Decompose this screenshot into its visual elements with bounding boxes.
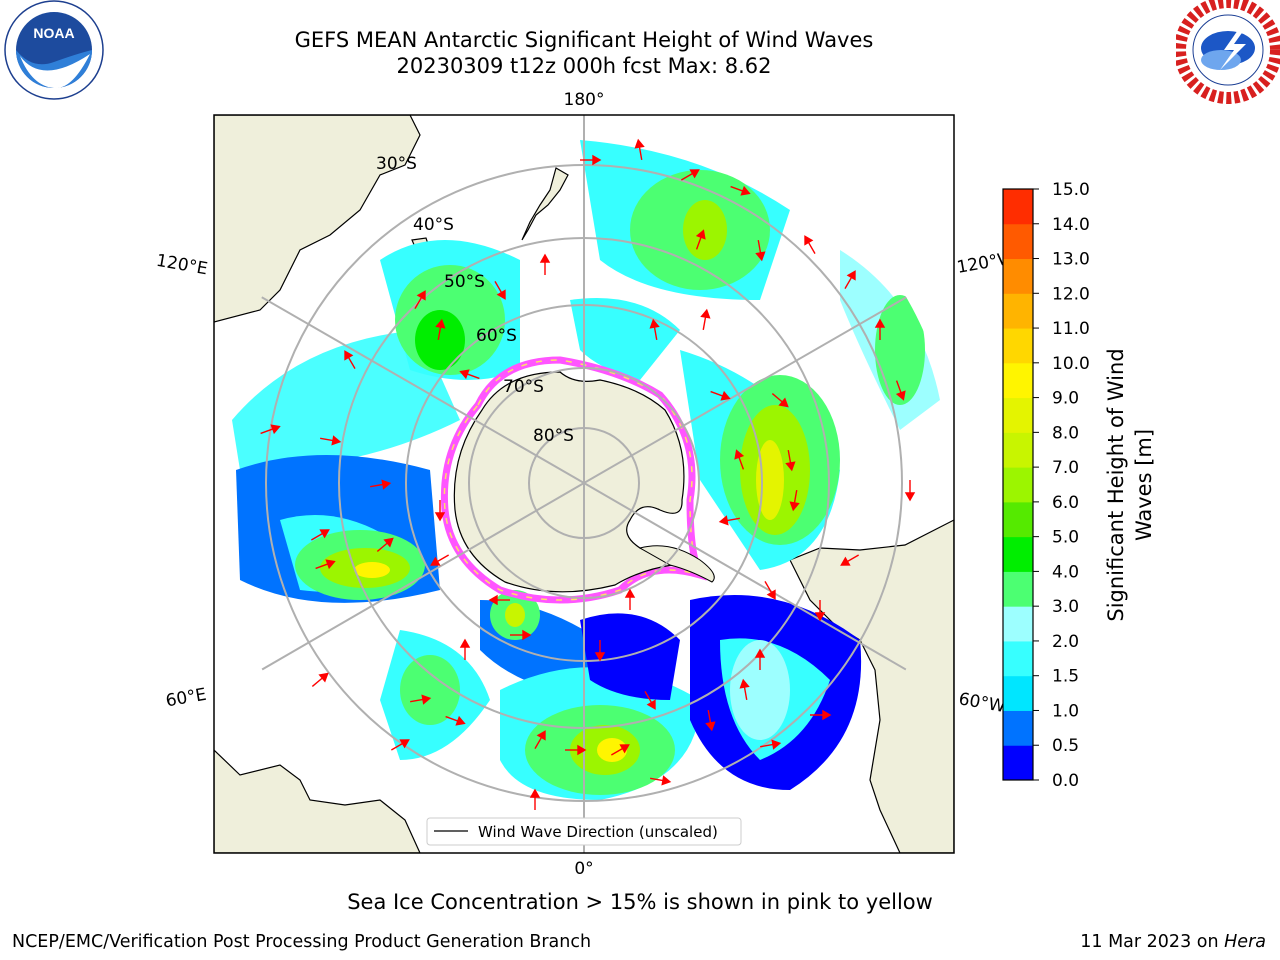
credit-organization: NCEP/EMC/Verification Post Processing Pr… bbox=[12, 932, 592, 952]
colorbar-tick-label: 12.0 bbox=[1052, 284, 1090, 304]
latitude-labels: 30°S 40°S 50°S 60°S 70°S 80°S bbox=[376, 154, 574, 446]
colorbar-segment bbox=[1003, 571, 1033, 607]
latitude-label-30s: 30°S bbox=[376, 154, 417, 174]
colorbar-segment bbox=[1003, 536, 1033, 572]
africa-landmass bbox=[214, 749, 421, 853]
australia-landmass bbox=[214, 115, 421, 323]
credit-date-text: 11 Mar 2023 on bbox=[1080, 932, 1219, 952]
colorbar-tick-label: 1.0 bbox=[1052, 701, 1079, 721]
colorbar-tick-label: 5.0 bbox=[1052, 528, 1079, 548]
colorbar-frame bbox=[1002, 188, 1034, 781]
colorbar-tick-label: 9.0 bbox=[1052, 389, 1079, 409]
colorbar-segment bbox=[1003, 467, 1033, 503]
latitude-label-70s: 70°S bbox=[503, 377, 544, 397]
credit-machine: Hera bbox=[1224, 932, 1266, 952]
colorbar-tick-label: 4.0 bbox=[1052, 562, 1079, 582]
map-title: GEFS MEAN Antarctic Significant Height o… bbox=[294, 28, 874, 52]
colorbar-segment bbox=[1003, 745, 1033, 781]
map-subtitle: 20230309 t12z 000h fcst Max: 8.62 bbox=[396, 54, 772, 78]
land-masses bbox=[214, 115, 954, 853]
antarctic-peninsula-landmass bbox=[638, 545, 715, 583]
antarctica-landmass bbox=[453, 371, 685, 593]
colorbar-segment bbox=[1003, 710, 1033, 746]
longitude-label-180: 180° bbox=[564, 90, 605, 110]
colorbar-segment bbox=[1003, 223, 1033, 260]
colorbar-tick-label: 6.0 bbox=[1052, 493, 1079, 513]
arrow-legend: Wind Wave Direction (unscaled) bbox=[426, 817, 742, 846]
new-zealand-landmass bbox=[521, 167, 569, 241]
colorbar-tick-label: 7.0 bbox=[1052, 458, 1079, 478]
colorbar-segment bbox=[1003, 328, 1033, 364]
latitude-label-80s: 80°S bbox=[533, 426, 574, 446]
colorbar-tick-label: 0.5 bbox=[1052, 736, 1079, 756]
colorbar-tick-label: 2.0 bbox=[1052, 632, 1079, 652]
colorbar-segment bbox=[1003, 432, 1033, 468]
colorbar-segment bbox=[1003, 258, 1033, 294]
colorbar-tick-label: 3.0 bbox=[1052, 597, 1079, 617]
colorbar-segment bbox=[1003, 397, 1033, 433]
longitude-label-60w: 60°W bbox=[957, 689, 1007, 717]
longitude-label-60e: 60°E bbox=[164, 685, 208, 712]
colorbar-tick-label: 11.0 bbox=[1052, 319, 1090, 339]
latitude-label-60s: 60°S bbox=[476, 326, 517, 346]
colorbar-tick-label: 15.0 bbox=[1052, 180, 1090, 200]
latitude-label-40s: 40°S bbox=[413, 215, 454, 235]
colorbar-segment bbox=[1003, 606, 1033, 642]
colorbar-tick-label: 8.0 bbox=[1052, 423, 1079, 443]
colorbar-tick-label: 10.0 bbox=[1052, 354, 1090, 374]
colorbar-segment bbox=[1003, 189, 1033, 225]
colorbar-label-line2: Waves [m] bbox=[1132, 429, 1156, 541]
longitude-gridlines bbox=[243, 115, 925, 853]
credit-date: 11 Mar 2023 on Hera bbox=[1080, 932, 1266, 952]
colorbar-tick-label: 1.5 bbox=[1052, 667, 1079, 687]
latitude-label-50s: 50°S bbox=[444, 272, 485, 292]
colorbar-tick-label: 14.0 bbox=[1052, 215, 1090, 235]
colorbar-segment bbox=[1003, 501, 1033, 538]
nws-logo-icon bbox=[1176, 0, 1280, 104]
longitude-label-0: 0° bbox=[574, 859, 593, 879]
map-frame bbox=[213, 114, 955, 854]
colorbar-segment bbox=[1003, 362, 1033, 399]
longitude-label-120e: 120°E bbox=[155, 251, 209, 280]
legend-label: Wind Wave Direction (unscaled) bbox=[478, 823, 718, 841]
colorbar-label-line1: Significant Height of Wind bbox=[1104, 348, 1128, 621]
colorbar-tick-label: 13.0 bbox=[1052, 250, 1090, 270]
noaa-logo-icon: NOAA bbox=[4, 0, 104, 100]
colorbar-tick-label: 0.0 bbox=[1052, 771, 1079, 791]
sea-ice-note: Sea Ice Concentration > 15% is shown in … bbox=[347, 890, 933, 914]
noaa-logo-text: NOAA bbox=[33, 25, 74, 41]
wind-direction-arrows bbox=[260, 138, 916, 810]
colorbar-segment bbox=[1003, 640, 1033, 677]
colorbar: 0.0 0.5 1.0 1.5 2.0 3.0 4.0 5.0 6.0 7.0 8.0 9.0 10.0… bbox=[1002, 180, 1090, 791]
colorbar-segment bbox=[1003, 675, 1033, 711]
colorbar-segment bbox=[1003, 293, 1033, 329]
